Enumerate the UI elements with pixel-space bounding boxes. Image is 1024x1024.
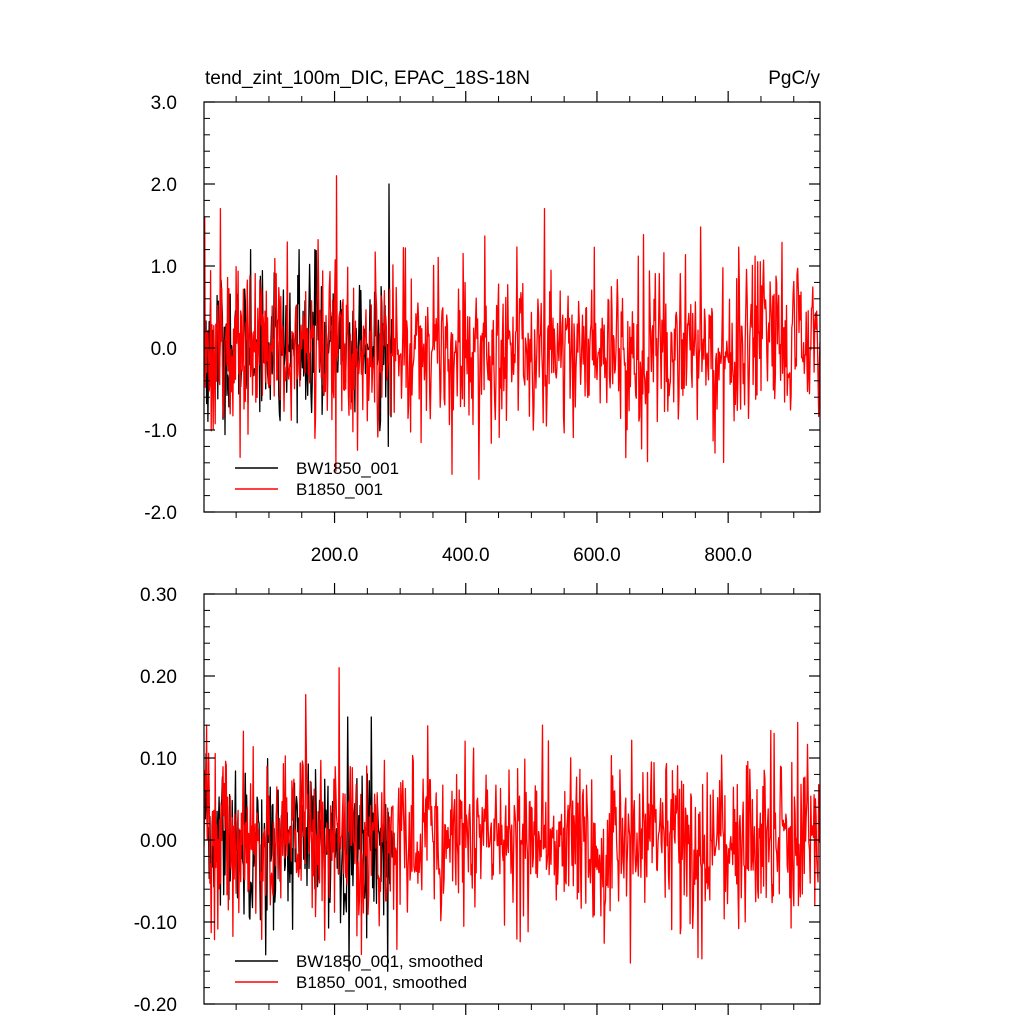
x-tick-label: 200.0 — [311, 545, 359, 566]
x-tick-label: 800.0 — [704, 545, 752, 566]
y-tick-label: 0.20 — [140, 667, 177, 688]
y-tick-label: -1.0 — [144, 421, 177, 442]
top-panel-frame — [203, 101, 821, 513]
top-panel-legend: BW1850_001 B1850_001 — [235, 459, 399, 499]
x-tick-label: 600.0 — [573, 545, 621, 566]
y-tick-label: -0.10 — [134, 913, 177, 934]
series-line-b1850-001-smoothed — [204, 667, 820, 964]
y-tick-label: 2.0 — [151, 175, 177, 196]
series-line-b1850-001 — [204, 175, 820, 480]
y-tick-label: 1.0 — [151, 257, 177, 278]
y-tick-label: 0.00 — [140, 831, 177, 852]
chart-title: tend_zint_100m_DIC, EPAC_18S-18N — [205, 68, 530, 89]
y-tick-label: 0.10 — [140, 749, 177, 770]
y-tick-label: 3.0 — [151, 93, 177, 114]
bottom-panel-frame — [203, 593, 821, 1005]
legend-label: B1850_001 — [296, 480, 383, 499]
legend-label: BW1850_001, smoothed — [296, 952, 483, 971]
top-panel-series — [204, 175, 820, 480]
bottom-panel: -0.20 -0.10 0.00 0.10 0.20 0.30 BW1850_001, s… — [134, 583, 821, 1016]
y-tick-label: 0.30 — [140, 585, 177, 606]
y-tick-label: 0.0 — [151, 339, 177, 360]
x-tick-label: 400.0 — [442, 545, 490, 566]
legend-label: B1850_001, smoothed — [296, 973, 467, 992]
y-tick-label: -2.0 — [144, 503, 177, 524]
bottom-panel-legend: BW1850_001, smoothed B1850_001, smoothed — [235, 952, 483, 992]
y-tick-label: -0.20 — [134, 995, 177, 1016]
top-panel: -2.0 -1.0 0.0 1.0 2.0 3.0 200.0 400.0 600.0 800.0… — [144, 91, 821, 566]
legend-label: BW1850_001 — [296, 459, 399, 478]
bottom-panel-series — [204, 667, 820, 972]
top-panel-ticks: -2.0 -1.0 0.0 1.0 2.0 3.0 200.0 400.0 600.0 800.0 — [144, 91, 820, 566]
units-label: PgC/y — [768, 68, 820, 89]
